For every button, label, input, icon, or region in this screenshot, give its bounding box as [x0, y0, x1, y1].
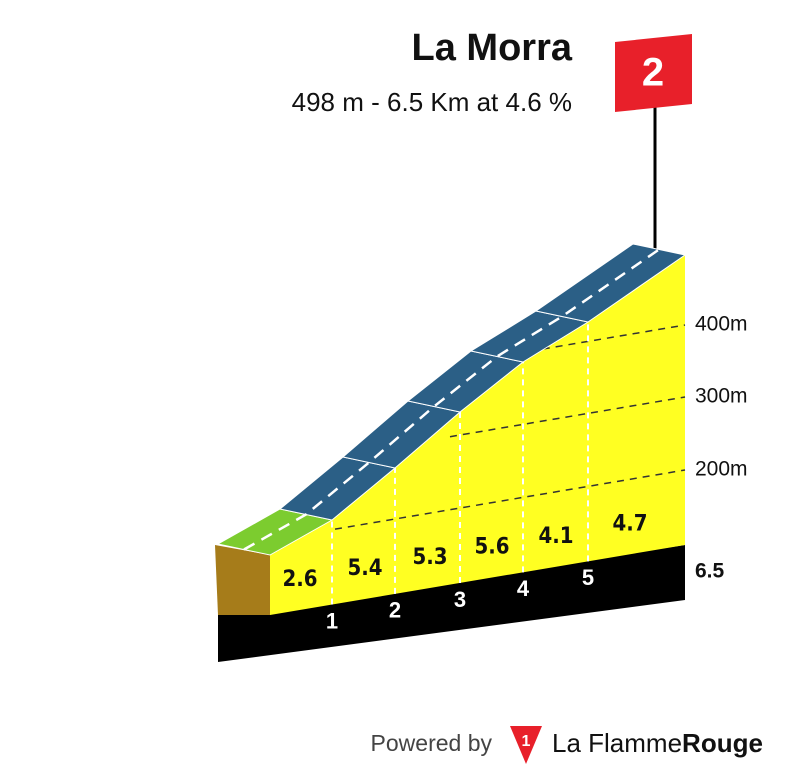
- powered-by: Powered by: [371, 730, 493, 756]
- base-band: [218, 545, 685, 662]
- profile-shape: [215, 243, 687, 662]
- road-center: [243, 248, 660, 551]
- brand: La FlammeRouge: [552, 728, 763, 758]
- profile-labels: 400m 300m 200m 6.5 2.6 5.4 5.3 5.6 4.1 4.7 1 2 3 4 5: [282, 313, 747, 634]
- km-marker: 2: [389, 598, 401, 623]
- front-face: [270, 255, 685, 615]
- flag: [615, 34, 692, 112]
- altitude-line: [449, 396, 686, 438]
- subtitle: 498 m - 6.5 Km at 4.6 %: [292, 87, 572, 117]
- gradient-label: 4.7: [612, 511, 647, 536]
- altitude-label: 300m: [695, 385, 748, 408]
- logo-icon: [510, 726, 542, 764]
- altitude-line: [529, 324, 686, 352]
- finish-km: 6.5: [695, 560, 725, 583]
- km-marker: 3: [454, 587, 466, 612]
- km-marker: 1: [326, 608, 338, 633]
- road-segment: [534, 243, 687, 323]
- km-marker: 4: [517, 576, 530, 601]
- brand-regular: La Flamme: [552, 728, 682, 758]
- altitude-label: 400m: [695, 313, 748, 336]
- km-marker: 5: [582, 565, 594, 590]
- gradient-label: 2.6: [282, 567, 317, 592]
- gradient-label: 5.4: [347, 556, 382, 581]
- logo-mark: 1: [522, 733, 531, 750]
- title: La Morra: [412, 27, 573, 69]
- altitude-label: 200m: [695, 458, 748, 481]
- side-face: [215, 545, 270, 615]
- category-number: 2: [642, 51, 664, 95]
- gradient-label: 4.1: [538, 524, 573, 549]
- gradient-label: 5.6: [474, 535, 509, 560]
- gradient-label: 5.3: [412, 545, 447, 570]
- brand-bold: Rouge: [682, 728, 763, 758]
